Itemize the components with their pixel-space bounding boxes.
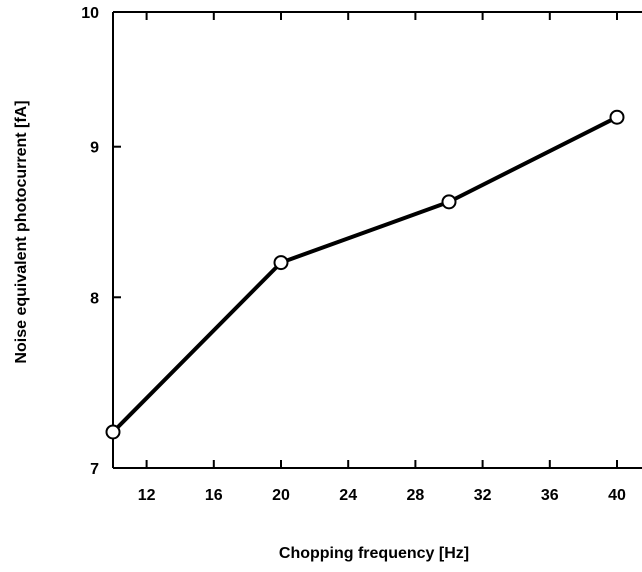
y-tick-label: 10 [81,5,99,22]
x-tick-label: 36 [541,487,559,504]
x-tick-label: 28 [407,487,425,504]
x-tick-label: 32 [474,487,492,504]
x-tick-label: 40 [608,487,626,504]
x-tick-label: 16 [205,487,223,504]
y-tick-label: 7 [90,461,99,478]
x-tick-label: 24 [339,487,357,504]
x-axis-title: Chopping frequency [Hz] [279,545,469,562]
series-line [111,115,618,434]
y-tick-label: 9 [90,140,99,157]
data-point [609,109,625,125]
y-axis-title: Noise equivalent photocurrent [fA] [13,100,30,363]
data-point [105,424,121,440]
x-tick-label: 20 [272,487,290,504]
data-point [273,255,289,271]
data-point [441,194,457,210]
x-tick-label: 12 [138,487,156,504]
y-tick-label: 8 [90,290,99,307]
